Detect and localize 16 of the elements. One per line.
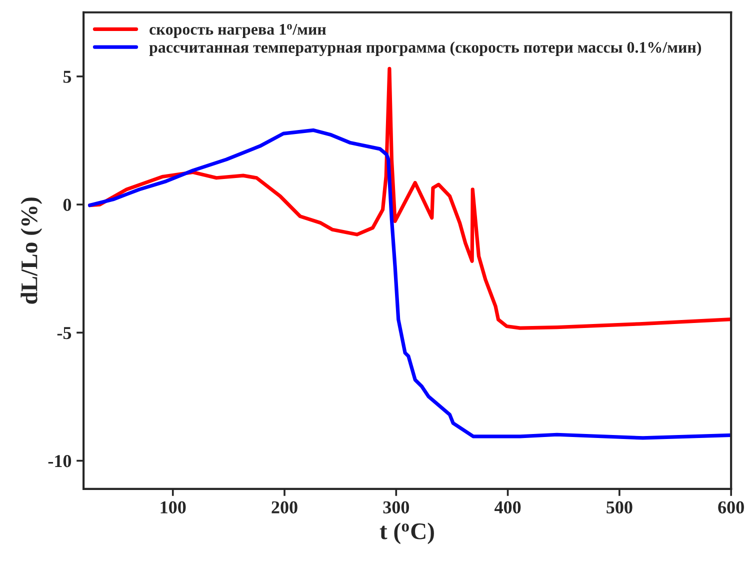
- x-tick-label: 500: [606, 501, 632, 514]
- x-tick-label: 100: [160, 501, 186, 514]
- x-tick-label: 600: [718, 501, 744, 514]
- y-tick-label: 0: [63, 198, 72, 211]
- x-tick-label: 200: [272, 501, 298, 514]
- line-series: [88, 128, 732, 440]
- y-tick-label: 5: [63, 70, 72, 83]
- y-axis-title: dL/Lo (%): [20, 198, 42, 304]
- x-tick-label: 300: [383, 501, 410, 514]
- y-tick-label: -5: [57, 327, 72, 340]
- x-axis-title: t ($^{o}$C): [380, 522, 434, 544]
- legend-label: скорость нагрева 1$^{o}$/мин: [150, 24, 326, 38]
- x-tick-label: 400: [494, 501, 521, 514]
- line-series: [88, 66, 732, 330]
- y-tick-label: -10: [48, 455, 72, 468]
- legend-label: рассчитанная температурная программа (скорость потери массы 0.1%/мин): [149, 42, 702, 56]
